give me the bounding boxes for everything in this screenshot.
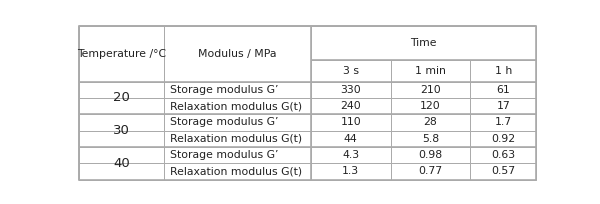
Bar [164,131,311,147]
Text: Modulus / MPa: Modulus / MPa [198,49,277,59]
Text: 1 h: 1 h [495,66,512,76]
Bar [470,163,536,180]
Text: 0.92: 0.92 [491,134,515,144]
Text: 110: 110 [340,118,361,128]
Text: Relaxation modulus G(t): Relaxation modulus G(t) [170,166,302,176]
Bar [391,131,470,147]
Bar [79,82,164,98]
Text: 44: 44 [344,134,358,144]
Text: Relaxation modulus G(t): Relaxation modulus G(t) [170,101,302,111]
Text: Storage modulus G’: Storage modulus G’ [170,150,278,160]
Text: Storage modulus G’: Storage modulus G’ [170,85,278,95]
Bar [79,114,164,131]
Bar [311,147,391,163]
Text: 0.77: 0.77 [418,166,443,176]
Bar [164,26,311,82]
Bar [164,82,311,98]
Bar [164,114,311,131]
Bar [164,98,311,114]
Text: 20: 20 [113,91,130,104]
Bar [391,60,470,82]
Text: 30: 30 [113,124,130,137]
Bar [164,147,311,163]
Text: 1.7: 1.7 [495,118,512,128]
Bar [470,98,536,114]
Bar [391,147,470,163]
Bar [311,98,391,114]
Text: 330: 330 [340,85,361,95]
Text: Time: Time [410,38,437,48]
Bar [391,82,470,98]
Bar [311,82,391,98]
Bar [470,131,536,147]
Text: Temperature /°C: Temperature /°C [77,49,166,59]
Bar [79,26,164,82]
Text: 210: 210 [420,85,441,95]
Text: 240: 240 [340,101,361,111]
Text: Relaxation modulus G(t): Relaxation modulus G(t) [170,134,302,144]
Bar [79,163,164,180]
Bar [391,163,470,180]
Bar [164,163,311,180]
Text: 3 s: 3 s [343,66,359,76]
Bar [311,60,391,82]
Bar [470,147,536,163]
Bar [311,114,391,131]
Bar [311,163,391,180]
Text: 1.3: 1.3 [342,166,359,176]
Bar [470,60,536,82]
Text: 17: 17 [496,101,510,111]
Bar [311,26,536,60]
Text: 0.98: 0.98 [418,150,443,160]
Text: Storage modulus G’: Storage modulus G’ [170,118,278,128]
Text: 1 min: 1 min [415,66,446,76]
Text: 0.57: 0.57 [491,166,515,176]
Text: 61: 61 [496,85,510,95]
Text: 120: 120 [420,101,441,111]
Bar [79,147,164,163]
Text: 5.8: 5.8 [422,134,439,144]
Text: 4.3: 4.3 [342,150,359,160]
Text: 28: 28 [424,118,437,128]
Text: 40: 40 [113,157,130,170]
Bar [311,131,391,147]
Bar [391,98,470,114]
Bar [79,98,164,114]
Bar [79,131,164,147]
Text: 0.63: 0.63 [491,150,515,160]
Bar [470,114,536,131]
Bar [391,114,470,131]
Bar [470,82,536,98]
